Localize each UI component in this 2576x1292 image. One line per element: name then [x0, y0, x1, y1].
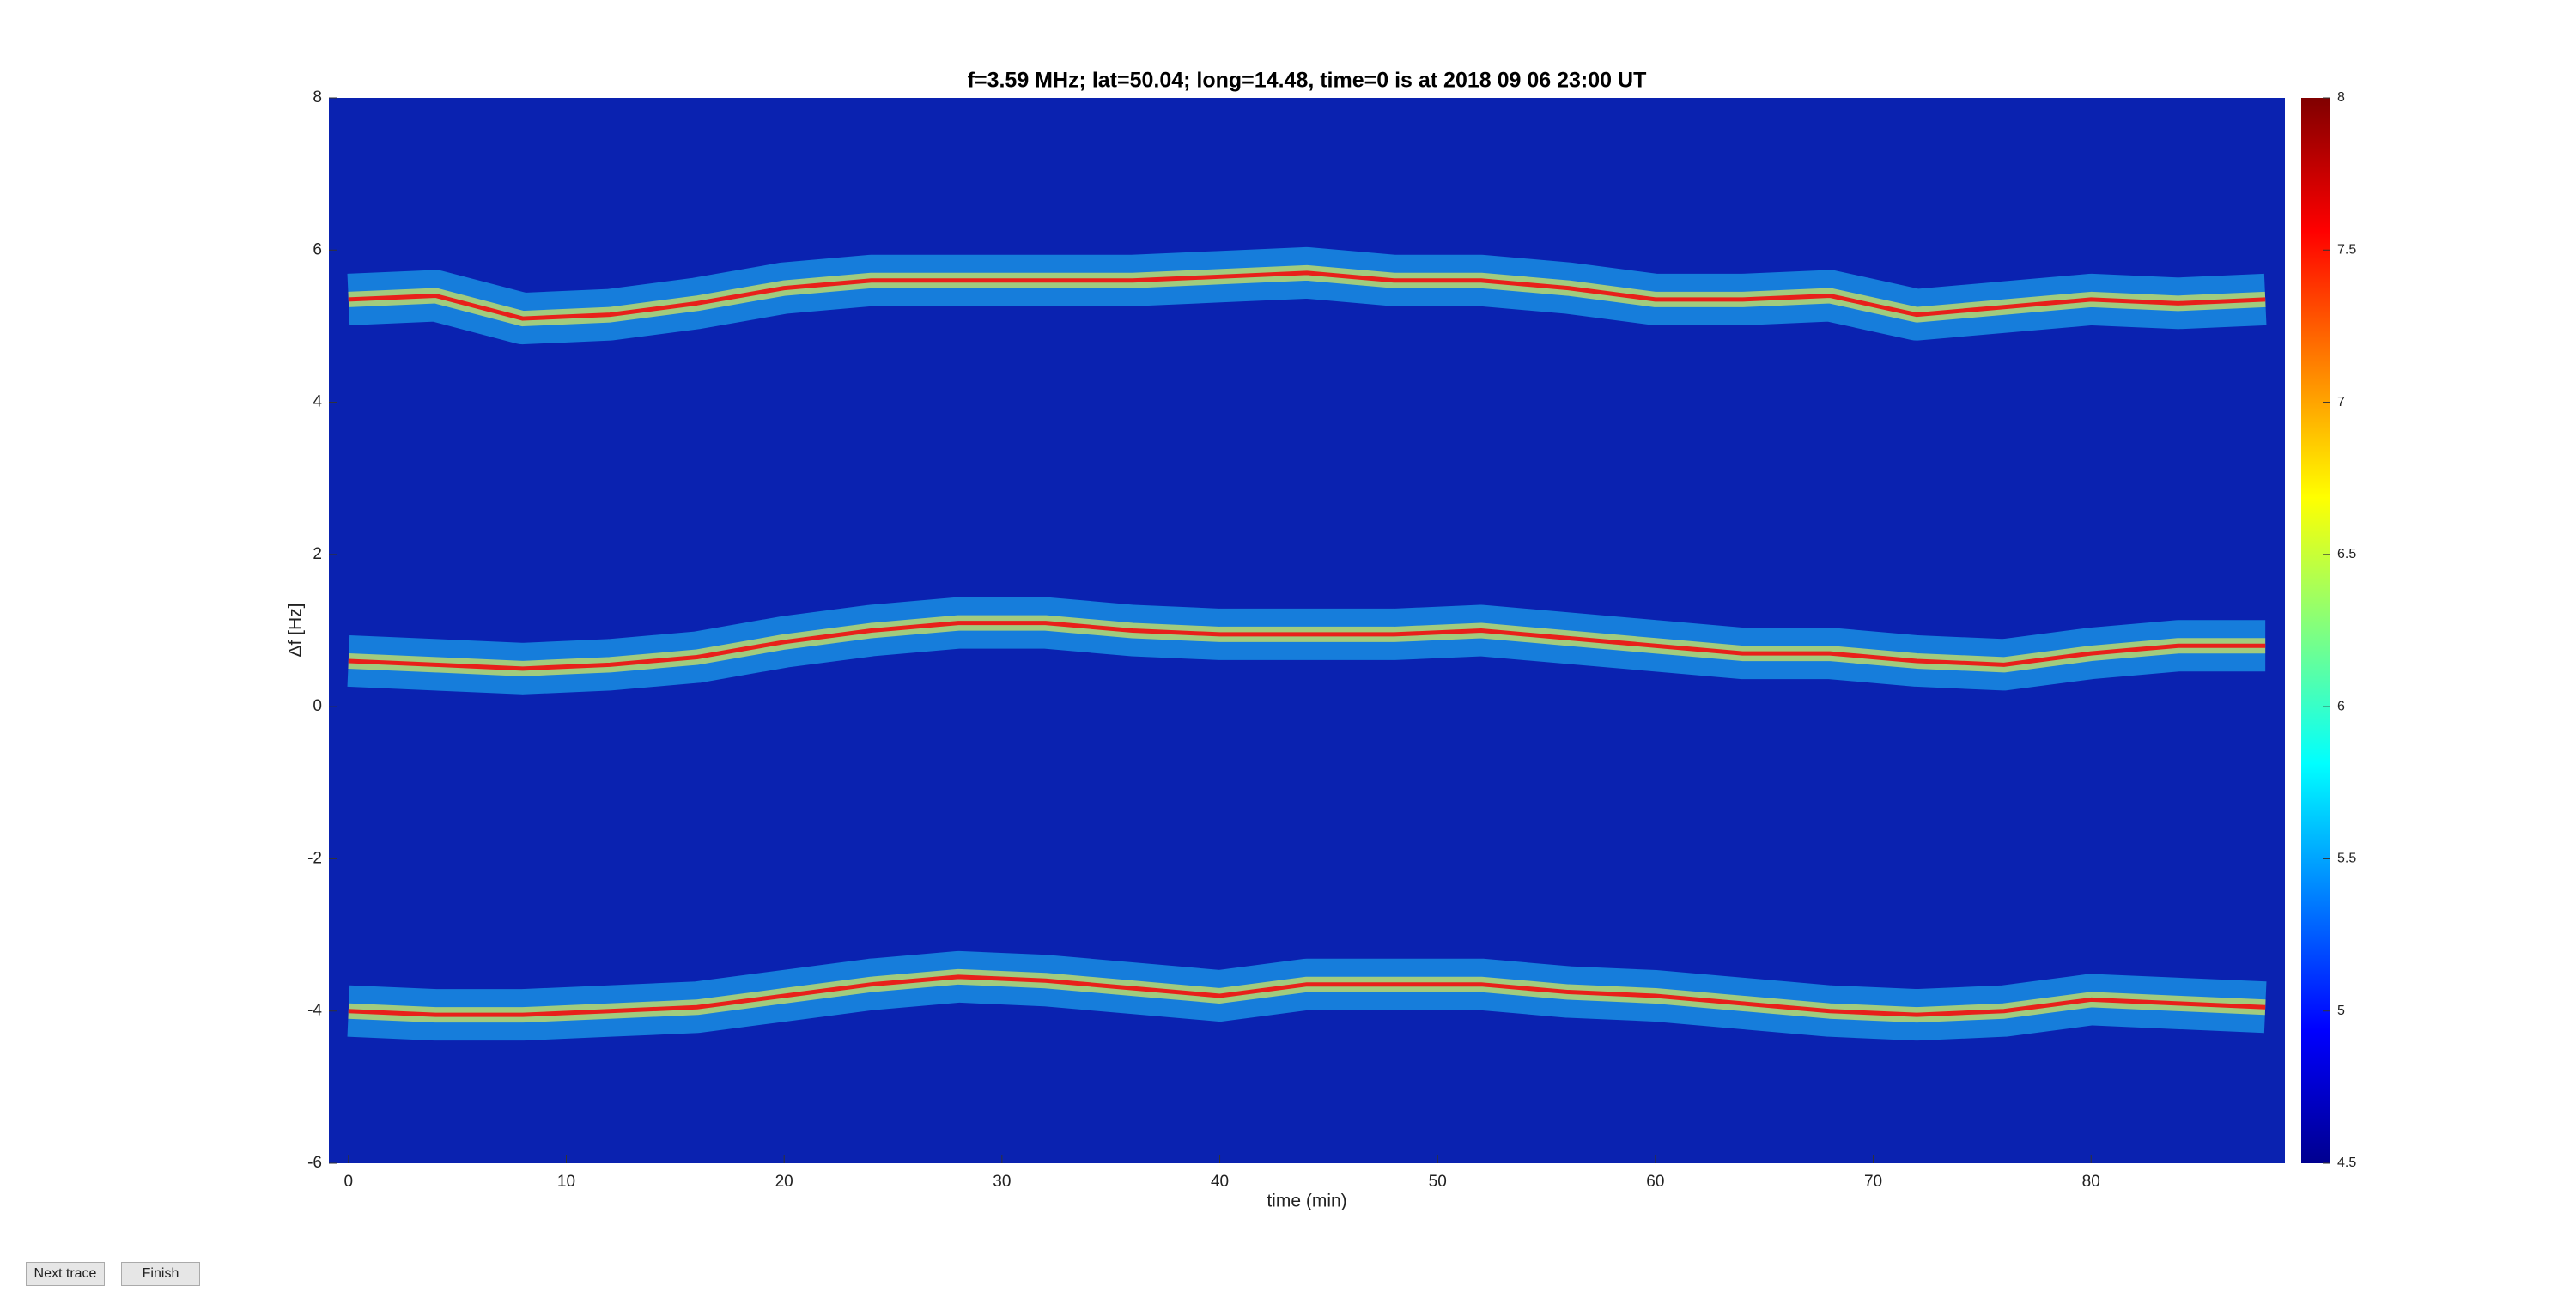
x-tick-label: 10: [557, 1173, 575, 1191]
trace-line: [348, 974, 2266, 1017]
x-axis-label: time (min): [1267, 1192, 1346, 1211]
chart: f=3.59 MHz; lat=50.04; long=14.48, time=…: [286, 69, 2357, 1211]
next-trace-button[interactable]: Next trace: [26, 1262, 105, 1286]
y-tick-label: -4: [307, 1002, 322, 1020]
y-tick-label: -2: [307, 849, 322, 867]
y-tick-label: 8: [313, 88, 322, 106]
colorbar-tick-label: 5: [2337, 1004, 2345, 1018]
colorbar-tick-label: 7: [2337, 395, 2345, 409]
trace-line: [348, 270, 2266, 321]
y-tick-label: 4: [313, 393, 322, 411]
y-axis-label: Δf [Hz]: [286, 603, 306, 657]
y-tick-label: 6: [313, 240, 322, 258]
colorbar-tick-label: 4.5: [2337, 1156, 2356, 1170]
y-tick-label: 0: [313, 697, 322, 715]
x-tick-label: 80: [2082, 1173, 2100, 1191]
x-tick-label: 0: [344, 1173, 354, 1191]
colorbar: [2301, 98, 2330, 1163]
x-tick-label: 60: [1646, 1173, 1664, 1191]
finish-button[interactable]: Finish: [121, 1262, 200, 1286]
colorbar-tick-label: 7.5: [2337, 243, 2356, 258]
x-tick-label: 70: [1864, 1173, 1882, 1191]
colorbar-tick-label: 6.5: [2337, 547, 2356, 561]
colorbar-tick-label: 6: [2337, 699, 2345, 713]
x-tick-label: 40: [1211, 1173, 1229, 1191]
x-tick-label: 30: [993, 1173, 1011, 1191]
chart-title: f=3.59 MHz; lat=50.04; long=14.48, time=…: [968, 69, 1647, 93]
colorbar-tick-label: 8: [2337, 90, 2345, 105]
colorbar-tick-label: 5.5: [2337, 852, 2356, 866]
y-tick-label: 2: [313, 545, 322, 563]
x-tick-label: 50: [1429, 1173, 1447, 1191]
x-tick-label: 20: [775, 1173, 793, 1191]
trace-line: [348, 621, 2266, 671]
y-tick-label: -6: [307, 1154, 322, 1172]
